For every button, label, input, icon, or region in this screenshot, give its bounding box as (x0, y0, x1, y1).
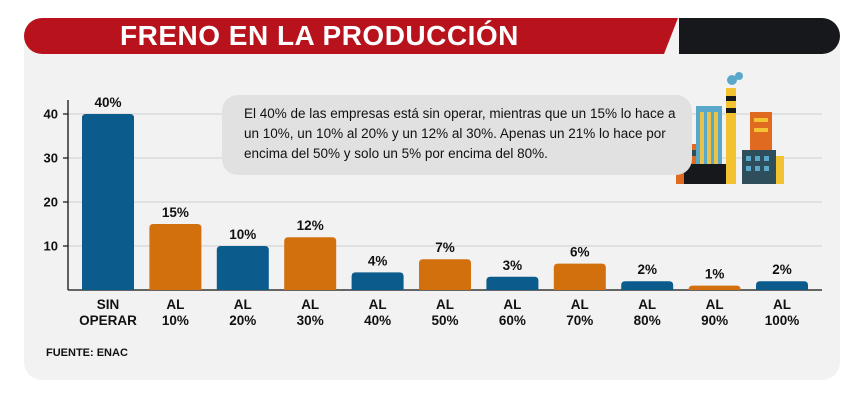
category-label: 30% (297, 313, 324, 328)
category-label: AL (638, 297, 656, 312)
category-label: 70% (566, 313, 593, 328)
category-label: AL (234, 297, 252, 312)
category-label: 90% (701, 313, 728, 328)
category-label: AL (773, 297, 791, 312)
bar (351, 272, 404, 290)
bars (82, 114, 808, 290)
factory-icon (676, 72, 784, 184)
category-label: SIN (97, 297, 120, 312)
bar (688, 285, 741, 290)
chart-title: FRENO EN LA PRODUCCIÓN (120, 20, 519, 51)
data-label: 3% (503, 258, 523, 273)
bar (284, 237, 337, 290)
data-label: 1% (705, 267, 725, 282)
category-label: AL (369, 297, 387, 312)
bar (553, 263, 606, 290)
title-banner: FRENO EN LA PRODUCCIÓN (24, 18, 840, 54)
category-label: 100% (765, 313, 800, 328)
bar (419, 259, 471, 290)
category-label: OPERAR (79, 313, 137, 328)
bar (486, 276, 539, 290)
category-label: 60% (499, 313, 526, 328)
banner-dark-segment (679, 18, 840, 54)
category-label: AL (503, 297, 521, 312)
category-label: AL (571, 297, 589, 312)
y-tick-label: 30 (44, 151, 58, 166)
data-label: 2% (772, 262, 792, 277)
category-label: AL (436, 297, 454, 312)
bar (149, 224, 202, 290)
category-label: AL (166, 297, 184, 312)
data-label: 6% (570, 245, 590, 260)
bar (216, 246, 269, 290)
y-tick-label: 10 (44, 239, 58, 254)
bar (82, 114, 134, 290)
source-note: FUENTE: ENAC (46, 347, 128, 359)
data-label: 40% (94, 95, 121, 110)
category-label: 20% (229, 313, 256, 328)
category-label: AL (301, 297, 319, 312)
data-label: 12% (297, 218, 324, 233)
y-tick-label: 40 (44, 107, 58, 122)
data-label: 7% (435, 240, 455, 255)
y-tick-label: 20 (44, 195, 58, 210)
data-label: 4% (368, 253, 388, 268)
bar (756, 281, 808, 290)
category-label: AL (706, 297, 724, 312)
data-label: 15% (162, 205, 189, 220)
data-label: 10% (229, 227, 256, 242)
category-label: 80% (634, 313, 661, 328)
bar (621, 281, 674, 290)
annotation-text: El 40% de las empresas está sin operar, … (244, 106, 676, 161)
category-label: 40% (364, 313, 391, 328)
labels: 1020304040%SINOPERAR15%AL10%10%AL20%12%A… (44, 95, 800, 328)
category-label: 10% (162, 313, 189, 328)
data-label: 2% (637, 262, 657, 277)
category-label: 50% (431, 313, 458, 328)
chart-card (24, 18, 840, 380)
banner-red-segment (24, 18, 678, 54)
annotation-box: El 40% de las empresas está sin operar, … (222, 95, 692, 175)
